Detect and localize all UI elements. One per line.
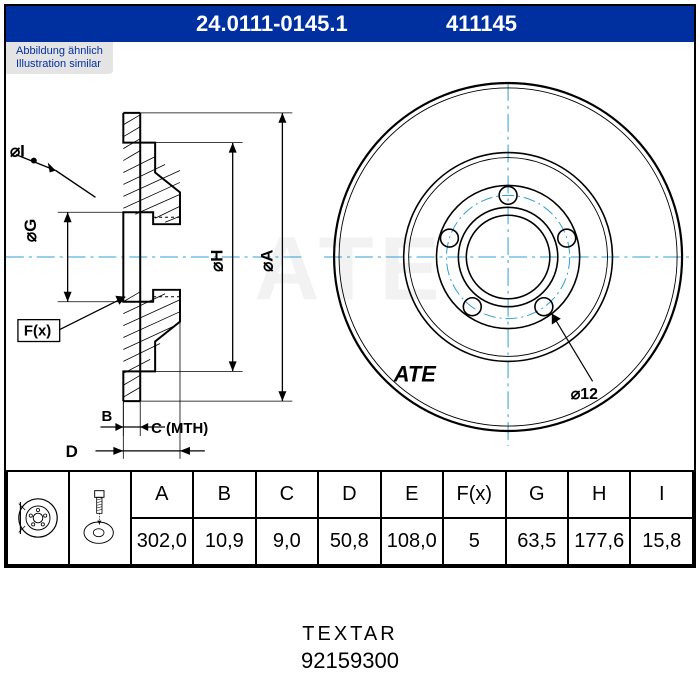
bolt-icon-cell [69,471,131,565]
svg-text:C (MTH): C (MTH) [151,421,208,437]
svg-text:ATE: ATE [393,361,438,386]
spec-table: A B C D E F(x) G H I 302,0 10,9 9,0 50,8… [6,470,694,566]
col-E: E [381,471,443,518]
val-G: 63,5 [506,518,568,565]
val-D: 50,8 [318,518,380,565]
col-I: I [630,471,693,518]
brand-name: TEXTAR [0,623,700,646]
svg-text:F(x): F(x) [24,324,51,340]
col-Fx: F(x) [443,471,505,518]
svg-text:⌀G: ⌀G [21,219,40,242]
val-I: 15,8 [630,518,693,565]
svg-text:⌀12: ⌀12 [571,386,598,403]
bottom-part-number: 92159300 [0,648,700,674]
col-D: D [318,471,380,518]
svg-text:B: B [101,409,112,425]
dim-Fx: F(x) [18,296,125,342]
col-G: G [506,471,568,518]
dim-D: D [66,322,205,461]
header-part2: 411145 [446,11,517,37]
val-E: 108,0 [381,518,443,565]
header-bar: 24.0111-0145.1 411145 [6,6,694,42]
val-Fx: 5 [443,518,505,565]
col-C: C [256,471,318,518]
col-B: B [193,471,255,518]
table-header-row: A B C D E F(x) G H I [7,471,693,518]
header-part1: 24.0111-0145.1 [196,11,348,37]
col-H: H [568,471,630,518]
val-B: 10,9 [193,518,255,565]
svg-text:D: D [66,442,78,461]
dim-I: ⌀I [10,142,96,198]
col-A: A [131,471,193,518]
svg-text:⌀A: ⌀A [257,250,276,272]
val-A: 302,0 [131,518,193,565]
dim-B-C: B C (MTH) [100,401,208,437]
svg-text:⌀H: ⌀H [208,250,227,272]
disc-icon-cell [7,471,69,565]
val-H: 177,6 [568,518,630,565]
svg-text:⌀I: ⌀I [10,142,25,161]
technical-drawing: ⌀I ⌀G F(x) [6,42,694,472]
diagram-area: ATE [6,42,694,472]
spec-sheet: 24.0111-0145.1 411145 Abbildung ähnlich … [4,4,696,568]
val-C: 9,0 [256,518,318,565]
